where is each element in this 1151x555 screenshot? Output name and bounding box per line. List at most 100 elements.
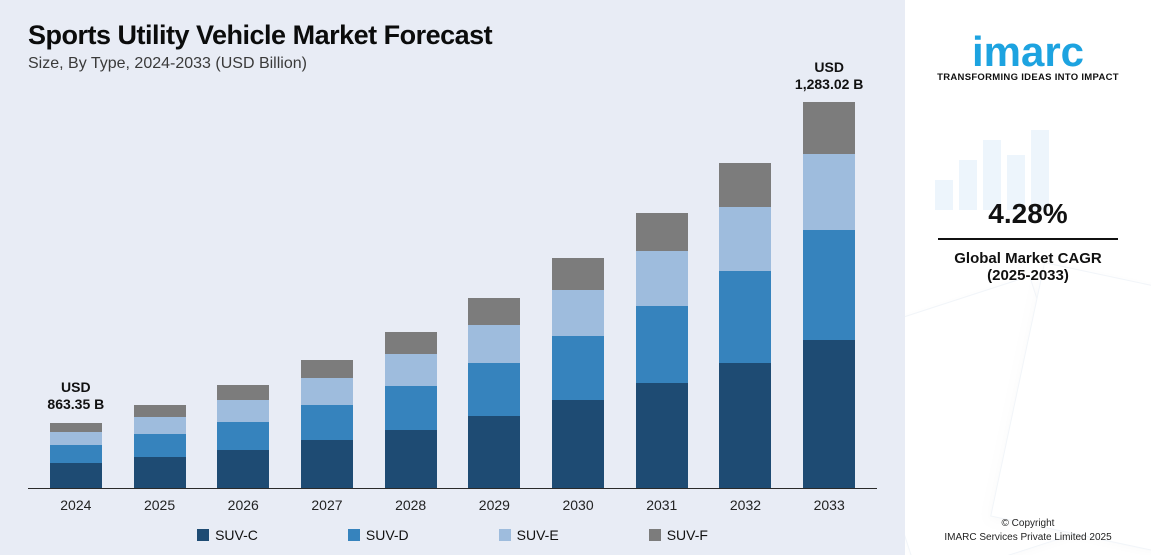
bar-slot (369, 81, 453, 488)
bar-slot: USD1,283.02 B (787, 81, 871, 488)
bar-slot (453, 81, 537, 488)
legend-item: SUV-F (649, 527, 708, 543)
bar-segment-suv-e (50, 432, 102, 445)
legend-label: SUV-D (366, 527, 409, 543)
x-axis-label: 2026 (201, 497, 285, 513)
bar-slot (201, 81, 285, 488)
bar-segment-suv-c (803, 340, 855, 488)
chart-title: Sports Utility Vehicle Market Forecast (28, 20, 877, 51)
bar-segment-suv-f (803, 102, 855, 154)
legend-label: SUV-C (215, 527, 258, 543)
stacked-bar (719, 163, 771, 488)
bars-row: USD863.35 B USD1,283.02 B (28, 81, 877, 489)
x-axis-label: 2028 (369, 497, 453, 513)
bar-segment-suv-f (301, 360, 353, 378)
logo-tagline: TRANSFORMING IDEAS INTO IMPACT (937, 72, 1119, 83)
bar-annotation: USD863.35 B (47, 379, 104, 413)
x-axis-label: 2030 (536, 497, 620, 513)
side-panel: imarc TRANSFORMING IDEAS INTO IMPACT 4.2… (905, 0, 1151, 555)
x-axis-label: 2033 (787, 497, 871, 513)
legend-label: SUV-F (667, 527, 708, 543)
bar-segment-suv-f (217, 385, 269, 400)
stacked-bar (468, 298, 520, 488)
cagr-block: 4.28% Global Market CAGR (2025-2033) (938, 198, 1118, 284)
bar-segment-suv-d (468, 363, 520, 416)
bar-segment-suv-d (636, 306, 688, 383)
plot-area: USD863.35 B USD1,283.02 B (28, 81, 877, 489)
bar-segment-suv-d (719, 271, 771, 363)
stacked-bar (50, 423, 102, 488)
bar-segment-suv-c (217, 450, 269, 488)
bar-segment-suv-f (719, 163, 771, 207)
x-axis-label: 2027 (285, 497, 369, 513)
x-axis-label: 2025 (118, 497, 202, 513)
cagr-value: 4.28% (938, 198, 1118, 230)
bar-segment-suv-f (385, 332, 437, 354)
legend: SUV-C SUV-D SUV-E SUV-F (28, 527, 877, 543)
bar-segment-suv-d (552, 336, 604, 400)
bar-annotation: USD1,283.02 B (795, 59, 864, 93)
stacked-bar (636, 213, 688, 488)
bar-slot (536, 81, 620, 488)
legend-swatch (348, 529, 360, 541)
cagr-divider (938, 238, 1118, 240)
bar-slot (118, 81, 202, 488)
bar-segment-suv-c (134, 457, 186, 488)
bar-segment-suv-e (217, 400, 269, 422)
copyright-line-2: IMARC Services Private Limited 2025 (905, 531, 1151, 545)
chart-subtitle: Size, By Type, 2024-2033 (USD Billion) (28, 55, 877, 73)
legend-item: SUV-D (348, 527, 409, 543)
bar-segment-suv-e (552, 290, 604, 336)
bar-segment-suv-e (301, 378, 353, 405)
bar-segment-suv-d (301, 405, 353, 440)
x-axis-label: 2032 (704, 497, 788, 513)
stacked-bar (552, 258, 604, 488)
bar-segment-suv-d (803, 230, 855, 340)
bar-segment-suv-f (552, 258, 604, 290)
legend-swatch (197, 529, 209, 541)
stacked-bar (134, 405, 186, 488)
bar-segment-suv-c (468, 416, 520, 488)
bar-slot (620, 81, 704, 488)
bar-segment-suv-c (301, 440, 353, 488)
bar-slot (704, 81, 788, 488)
stacked-bar (385, 332, 437, 488)
bar-segment-suv-d (50, 445, 102, 463)
bar-segment-suv-c (552, 400, 604, 488)
bar-slot (285, 81, 369, 488)
bar-segment-suv-c (50, 463, 102, 488)
legend-item: SUV-E (499, 527, 559, 543)
stacked-bar (217, 385, 269, 488)
legend-swatch (499, 529, 511, 541)
x-axis-label: 2024 (34, 497, 118, 513)
copyright-line-1: © Copyright (905, 517, 1151, 531)
logo-word: imarc (972, 28, 1084, 76)
bar-segment-suv-c (636, 383, 688, 488)
logo: imarc TRANSFORMING IDEAS INTO IMPACT (937, 28, 1119, 83)
bar-segment-suv-f (134, 405, 186, 417)
cagr-label-2: (2025-2033) (938, 267, 1118, 284)
bar-segment-suv-d (385, 386, 437, 430)
bar-segment-suv-e (385, 354, 437, 386)
legend-swatch (649, 529, 661, 541)
bar-segment-suv-f (50, 423, 102, 432)
legend-label: SUV-E (517, 527, 559, 543)
bar-segment-suv-f (636, 213, 688, 251)
bar-slot: USD863.35 B (34, 81, 118, 488)
cagr-label-1: Global Market CAGR (938, 250, 1118, 267)
copyright: © Copyright IMARC Services Private Limit… (905, 517, 1151, 545)
legend-item: SUV-C (197, 527, 258, 543)
bar-segment-suv-e (803, 154, 855, 230)
bar-segment-suv-c (719, 363, 771, 488)
x-axis-label: 2031 (620, 497, 704, 513)
x-axis: 2024202520262027202820292030203120322033 (28, 489, 877, 513)
stacked-bar (803, 102, 855, 488)
bar-segment-suv-e (719, 207, 771, 271)
chart-panel: Sports Utility Vehicle Market Forecast S… (0, 0, 905, 555)
bar-segment-suv-e (636, 251, 688, 306)
bar-segment-suv-c (385, 430, 437, 488)
x-axis-label: 2029 (453, 497, 537, 513)
bar-segment-suv-e (134, 417, 186, 434)
bar-segment-suv-d (134, 434, 186, 457)
bar-segment-suv-e (468, 325, 520, 363)
